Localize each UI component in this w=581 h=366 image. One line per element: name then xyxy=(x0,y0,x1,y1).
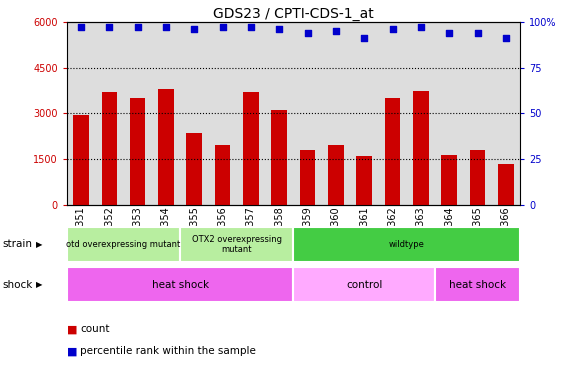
Bar xyxy=(442,155,457,205)
Bar xyxy=(180,22,209,205)
Point xyxy=(416,25,425,30)
Bar xyxy=(73,115,89,205)
Bar xyxy=(293,22,322,205)
Bar xyxy=(435,267,520,302)
Bar xyxy=(67,227,180,262)
Bar xyxy=(350,22,378,205)
Point xyxy=(189,26,199,32)
Point xyxy=(388,26,397,32)
Bar xyxy=(378,22,407,205)
Bar xyxy=(435,22,464,205)
Bar xyxy=(187,133,202,205)
Text: otd overexpressing mutant: otd overexpressing mutant xyxy=(66,240,181,249)
Text: ▶: ▶ xyxy=(36,280,42,289)
Point xyxy=(218,25,227,30)
Bar xyxy=(385,98,400,205)
Bar xyxy=(67,267,293,302)
Bar xyxy=(237,22,265,205)
Bar xyxy=(322,22,350,205)
Bar xyxy=(328,146,344,205)
Text: ■: ■ xyxy=(67,324,77,335)
Text: ■: ■ xyxy=(67,346,77,356)
Bar xyxy=(67,22,95,205)
Text: control: control xyxy=(346,280,382,290)
Bar xyxy=(123,22,152,205)
Bar xyxy=(95,22,123,205)
Bar xyxy=(464,22,492,205)
Point xyxy=(501,36,511,41)
Point xyxy=(162,25,171,30)
Point xyxy=(246,25,256,30)
Bar xyxy=(130,98,145,205)
Bar xyxy=(300,150,315,205)
Bar xyxy=(469,150,485,205)
Bar xyxy=(158,89,174,205)
Point xyxy=(76,25,85,30)
Text: ▶: ▶ xyxy=(36,240,42,249)
Text: count: count xyxy=(80,324,110,335)
Point xyxy=(303,30,312,36)
Bar xyxy=(293,267,435,302)
Text: percentile rank within the sample: percentile rank within the sample xyxy=(80,346,256,356)
Text: heat shock: heat shock xyxy=(152,280,209,290)
Point xyxy=(473,30,482,36)
Bar xyxy=(102,92,117,205)
Bar xyxy=(356,156,372,205)
Title: GDS23 / CPTI-CDS-1_at: GDS23 / CPTI-CDS-1_at xyxy=(213,7,374,21)
Bar xyxy=(265,22,293,205)
Bar xyxy=(271,111,287,205)
Bar xyxy=(492,22,520,205)
Bar xyxy=(407,22,435,205)
Point xyxy=(133,25,142,30)
Bar xyxy=(413,91,429,205)
Bar xyxy=(180,227,293,262)
Text: OTX2 overexpressing
mutant: OTX2 overexpressing mutant xyxy=(192,235,282,254)
Bar xyxy=(498,164,514,205)
Bar xyxy=(293,227,520,262)
Bar xyxy=(152,22,180,205)
Point xyxy=(105,25,114,30)
Text: heat shock: heat shock xyxy=(449,280,506,290)
Text: strain: strain xyxy=(3,239,33,249)
Point xyxy=(331,28,340,34)
Text: wildtype: wildtype xyxy=(389,240,425,249)
Bar xyxy=(209,22,237,205)
Text: shock: shock xyxy=(3,280,33,290)
Point xyxy=(360,36,369,41)
Bar xyxy=(215,146,231,205)
Bar xyxy=(243,92,259,205)
Point xyxy=(275,26,284,32)
Point xyxy=(444,30,454,36)
